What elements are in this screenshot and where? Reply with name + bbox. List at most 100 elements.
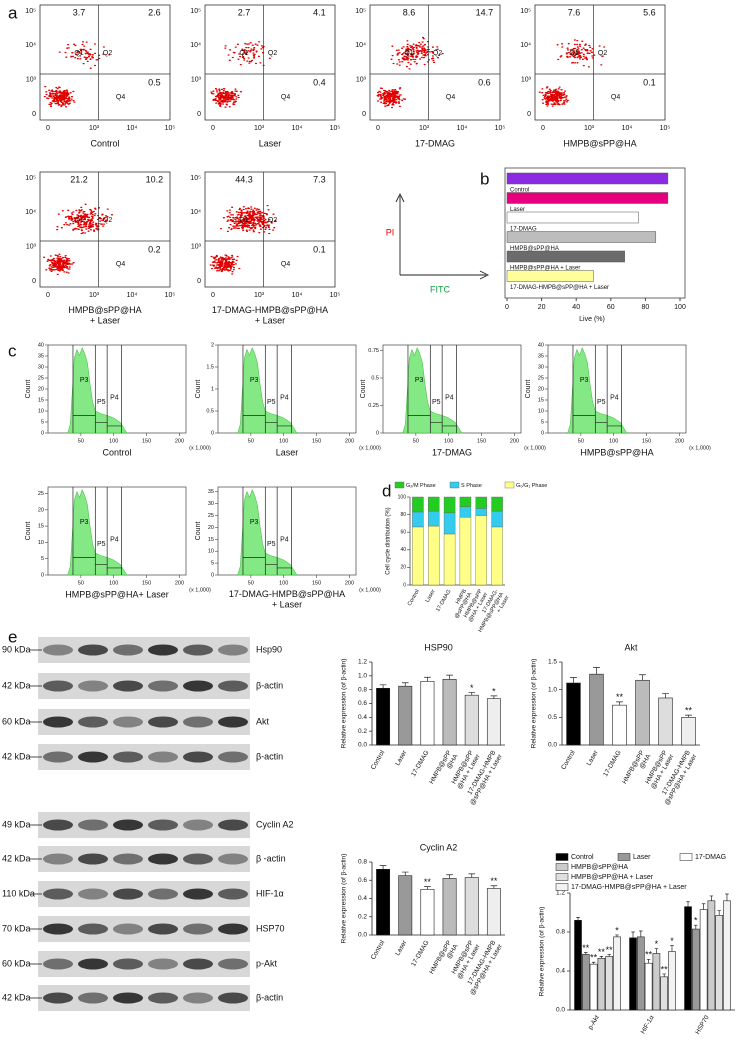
sample-label: Control [90,138,119,148]
quadrant-value: 5.6 [643,7,656,17]
blot-band [78,888,108,900]
error-bar [584,952,588,955]
x-tick-label: 10³ [419,125,430,132]
blot-band [183,680,213,692]
y-tick-label: 0.0 [556,1007,565,1014]
x-tick-label: 100 [609,438,618,444]
blot-weight: 90 kDa [2,644,31,654]
plot-frame [47,344,187,434]
x-unit: (x 1,000) [524,445,546,451]
gate-label: P3 [80,519,89,526]
gate-label: P5 [432,399,441,406]
gate-label: P4 [445,395,454,402]
significance: ** [590,953,598,963]
significance: ** [582,943,590,953]
y-tick-label: 10⁵ [190,8,201,15]
y-tick-label: 1.5 [548,659,557,666]
blot-band [43,958,73,970]
y-tick-label: 0 [541,430,544,436]
bar [376,868,391,936]
x-unit: (x 1,000) [189,587,211,593]
category-label: 17-DMAG [410,749,431,778]
y-tick-label: 10 [38,540,44,546]
blot-band [113,680,143,692]
category-label: HSP70 [694,1014,711,1036]
legend-swatch [555,883,569,891]
event-dots [43,203,114,276]
error-bar [424,676,431,682]
gate-label: P3 [415,377,424,384]
y-tick-label: 0 [403,582,406,588]
y-tick-label: 5 [541,419,544,425]
y-tick-label: 10⁵ [355,8,366,15]
error-bar [631,931,635,938]
y-tick-label: 10³ [191,244,202,251]
blot-band [43,819,73,831]
blot-band [183,644,213,656]
error-bar [593,667,600,675]
y-tick-label: 20 [38,386,44,392]
x-tick-label: 50 [248,580,254,586]
category-label: 17-DMAG [510,227,537,233]
y-axis-label: Relative expression (of β-actin) [341,659,348,749]
blot-band [183,888,213,900]
bar-segment [412,526,424,586]
blot-protein: HIF-1α [256,888,284,898]
axis-key-y: PI [386,227,395,237]
x-tick-label: 60 [607,304,615,311]
bar [464,877,479,936]
y-tick-label: 5 [41,419,44,425]
blot-strip [38,881,250,907]
y-tick-label: 10⁴ [25,42,36,49]
quadrant-name: Q2 [268,50,277,57]
y-tick-label: 25 [208,513,214,519]
histogram-shape [402,346,463,434]
x-tick-label: 40 [572,304,580,311]
x-tick-label: 50 [78,580,84,586]
bar [644,962,653,1011]
error-bar [401,682,409,687]
bar [723,900,731,1011]
quadrant-value: 14.7 [476,7,494,17]
x-tick-label: 20 [538,304,546,311]
legend-label: G₀/G₁ Phase [516,483,547,489]
blot-band [78,644,108,656]
x-tick-label: 0 [211,292,215,299]
blot-strip [38,812,250,838]
y-tick-label: 1.0 [548,686,557,693]
blot-band [148,819,178,831]
histogram-shape [67,488,128,576]
blot-band [113,751,143,763]
error-bar [662,693,669,698]
blot-band [218,716,248,728]
significance: * [492,686,496,696]
x-tick-label: 50 [248,438,254,444]
quadrant-name: Q4 [116,94,125,101]
quadrant-name: Q1 [569,50,578,57]
blot-band [43,716,73,728]
bar-segment [428,525,440,586]
bar [506,231,657,243]
quadrant-name: Q4 [281,94,290,101]
bar-segment [443,496,456,514]
legend-label: HMPB@sPP@HA + Laser [571,874,654,881]
axis-line [561,662,700,746]
significance: * [470,683,474,693]
x-tick-label: 200 [345,580,354,586]
y-tick-label: 2 [211,342,214,348]
error-bar [685,714,692,718]
quadrant-name: Q4 [446,94,455,101]
blot-strip [38,673,250,699]
x-tick-label: 100 [674,304,686,311]
blot-strip [38,637,250,663]
bar-segment [459,496,472,507]
bar [486,698,501,746]
y-tick-label: 10⁴ [520,42,531,49]
quadrant-value: 0.6 [478,77,491,87]
blot-band [113,644,143,656]
blot-band [43,992,73,1004]
legend-label: Control [571,854,594,861]
blot-strip [38,951,250,977]
x-tick-label: 10⁴ [127,125,138,132]
sample-label: 17-DMAG-HMPB@sPP@HA + Laser [212,305,328,325]
